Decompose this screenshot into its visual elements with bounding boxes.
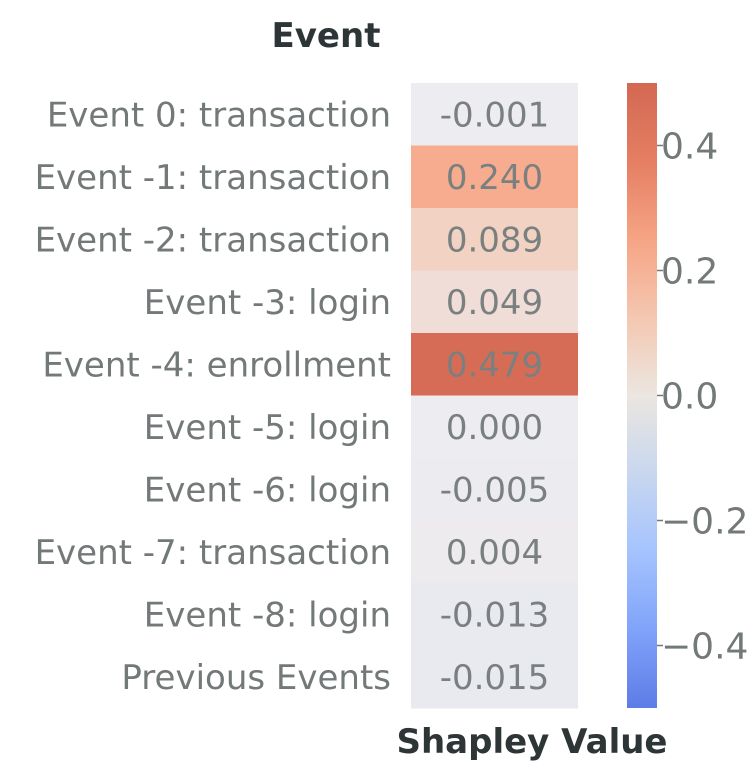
colorbar-tick-label: 0.2 <box>661 252 718 293</box>
heatmap-cell <box>411 208 578 271</box>
heatmap-cell <box>411 270 578 334</box>
row-label: Event -5: login <box>144 408 391 448</box>
cell-value-label: 0.479 <box>446 345 543 385</box>
row-label: Event -4: enrollment <box>42 345 391 385</box>
colorbar-tick-label: 0.0 <box>661 377 718 418</box>
heatmap-cells <box>411 83 578 709</box>
heatmap-cell <box>411 458 578 521</box>
chart-title: Event <box>272 16 381 56</box>
x-axis-label: Shapley Value <box>396 722 667 762</box>
heatmap-cell <box>411 333 578 396</box>
cell-value-label: 0.240 <box>446 158 543 198</box>
cell-value-label: 0.004 <box>446 533 543 573</box>
row-label: Event -2: transaction <box>35 220 391 260</box>
row-label: Event -8: login <box>144 595 391 635</box>
heatmap-cell <box>411 395 578 459</box>
row-label: Event -6: login <box>144 470 391 510</box>
colorbar-tick-label: −0.4 <box>661 627 748 668</box>
cell-value-label: 0.089 <box>446 220 543 260</box>
cell-value-label: -0.013 <box>440 595 550 635</box>
heatmap-cell <box>411 645 578 709</box>
cell-value-label: -0.015 <box>440 658 550 698</box>
colorbar-ticks: 0.4 0.2 0.0 −0.2 −0.4 <box>657 127 748 668</box>
row-label: Event 0: transaction <box>47 95 391 135</box>
row-labels: Event 0: transaction Event -1: transactio… <box>35 95 391 698</box>
row-label: Event -1: transaction <box>35 158 391 198</box>
row-label: Event -3: login <box>144 283 391 323</box>
cell-value-label: 0.000 <box>446 408 543 448</box>
cell-value-label: -0.001 <box>440 95 550 135</box>
row-label: Previous Events <box>121 658 391 698</box>
cell-value-labels: -0.001 0.240 0.089 0.049 0.479 0.000 -0.005 0.0… <box>440 95 550 698</box>
heatmap-cell <box>411 583 578 646</box>
heatmap-cell <box>411 145 578 209</box>
colorbar <box>627 83 657 708</box>
heatmap-cell <box>411 520 578 584</box>
row-label: Event -7: transaction <box>35 533 391 573</box>
heatmap-cell <box>411 83 578 146</box>
cell-value-label: -0.005 <box>440 470 550 510</box>
colorbar-tick-label: 0.4 <box>661 127 718 168</box>
colorbar-tick-label: −0.2 <box>661 502 748 543</box>
cell-value-label: 0.049 <box>446 283 543 323</box>
